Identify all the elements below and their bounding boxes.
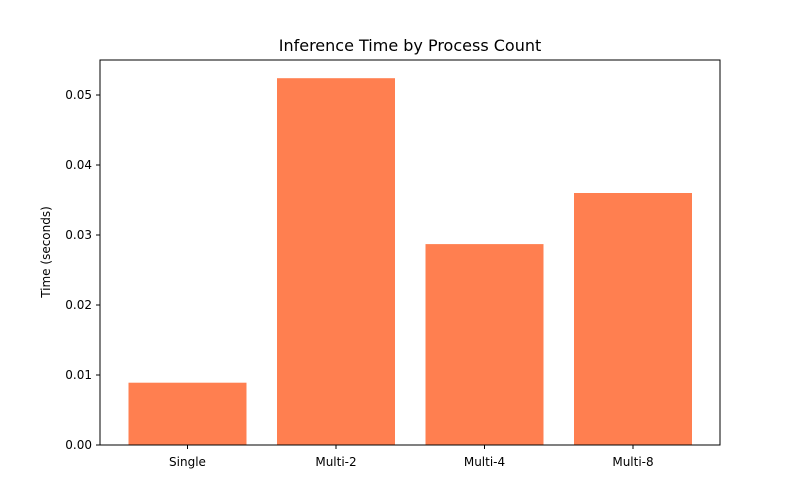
y-axis-label: Time (seconds) (39, 206, 53, 299)
bar-multi-4 (425, 244, 544, 445)
x-axis-ticks: Single Multi-2 Multi-4 Multi-8 (169, 445, 654, 469)
y-tick-label: 0.00 (65, 438, 92, 452)
y-tick-label: 0.01 (65, 368, 92, 382)
bar-multi-2 (277, 78, 395, 445)
y-tick-label: 0.02 (65, 298, 92, 312)
x-tick-label: Multi-4 (464, 455, 505, 469)
bar-single (128, 382, 247, 445)
x-tick-label: Multi-8 (612, 455, 653, 469)
y-tick-label: 0.03 (65, 228, 92, 242)
chart-title: Inference Time by Process Count (279, 36, 542, 55)
plot-frame (99, 59, 721, 446)
y-tick-label: 0.04 (65, 158, 92, 172)
x-tick-label: Single (169, 455, 206, 469)
x-tick-label: Multi-2 (315, 455, 356, 469)
y-axis-ticks: 0.00 0.01 0.02 0.03 0.04 0.05 (65, 88, 100, 452)
bar-multi-8 (574, 193, 692, 445)
bars-group (128, 78, 692, 445)
y-tick-label: 0.05 (65, 88, 92, 102)
